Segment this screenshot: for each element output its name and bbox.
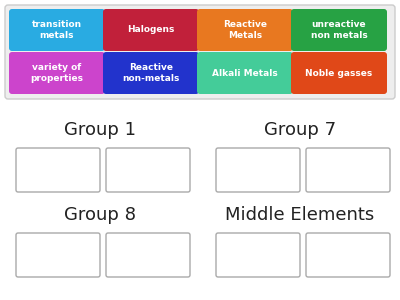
Text: unreactive
non metals: unreactive non metals	[311, 20, 367, 40]
Text: Reactive
non-metals: Reactive non-metals	[122, 63, 180, 83]
Text: transition
metals: transition metals	[32, 20, 82, 40]
Text: Group 8: Group 8	[64, 206, 136, 224]
FancyBboxPatch shape	[16, 233, 100, 277]
FancyBboxPatch shape	[216, 233, 300, 277]
Text: variety of
properties: variety of properties	[30, 63, 84, 83]
Text: Reactive
Metals: Reactive Metals	[223, 20, 267, 40]
Text: Noble gasses: Noble gasses	[305, 68, 373, 77]
FancyBboxPatch shape	[306, 148, 390, 192]
FancyBboxPatch shape	[197, 52, 293, 94]
Text: Alkali Metals: Alkali Metals	[212, 68, 278, 77]
FancyBboxPatch shape	[16, 148, 100, 192]
FancyBboxPatch shape	[291, 52, 387, 94]
FancyBboxPatch shape	[9, 52, 105, 94]
FancyBboxPatch shape	[216, 148, 300, 192]
FancyBboxPatch shape	[106, 148, 190, 192]
FancyBboxPatch shape	[5, 5, 395, 99]
Text: Group 1: Group 1	[64, 121, 136, 139]
Text: Halogens: Halogens	[127, 26, 175, 34]
Text: Group 7: Group 7	[264, 121, 336, 139]
FancyBboxPatch shape	[103, 52, 199, 94]
FancyBboxPatch shape	[197, 9, 293, 51]
FancyBboxPatch shape	[291, 9, 387, 51]
FancyBboxPatch shape	[103, 9, 199, 51]
FancyBboxPatch shape	[9, 9, 105, 51]
FancyBboxPatch shape	[306, 233, 390, 277]
Text: Middle Elements: Middle Elements	[225, 206, 375, 224]
FancyBboxPatch shape	[106, 233, 190, 277]
